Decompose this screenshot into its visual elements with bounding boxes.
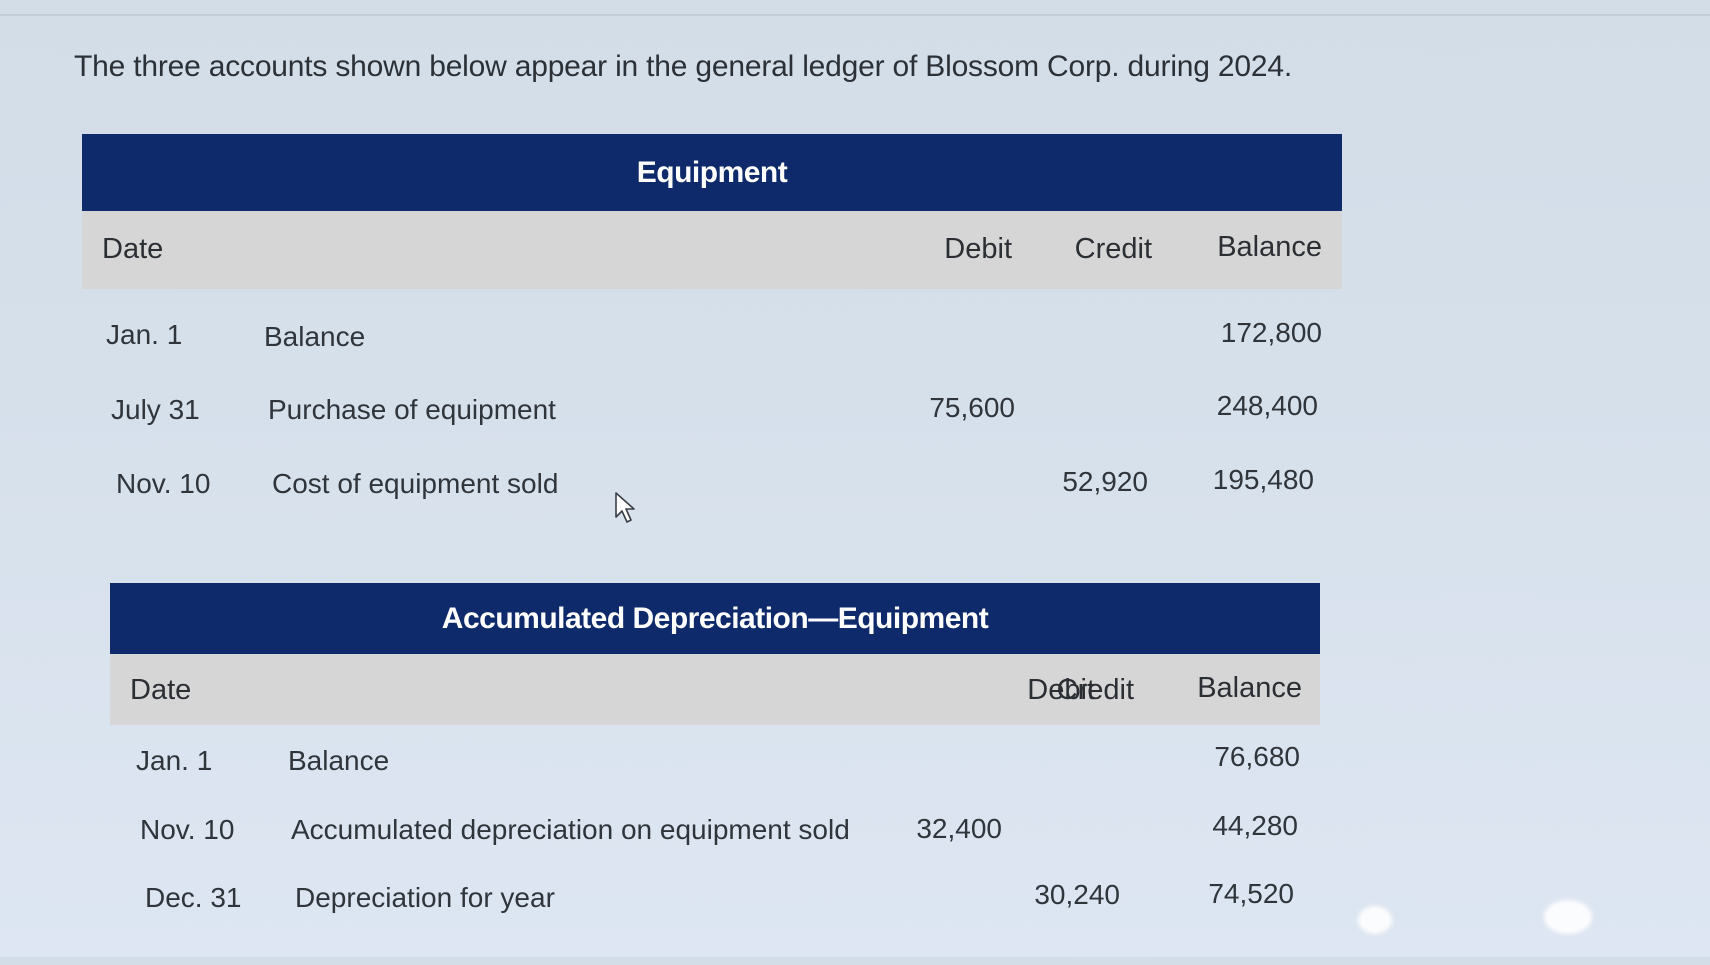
intro-text: The three accounts shown below appear in… <box>74 50 1292 83</box>
row-credit: 30,240 <box>1034 879 1120 910</box>
row-balance: 195,480 <box>1212 464 1314 495</box>
header-debit: Debit <box>944 233 1012 265</box>
header-credit: Credit <box>1056 674 1134 706</box>
ledger-header-row: Date Debit Credit Balance <box>110 654 1320 725</box>
row-balance: 74,520 <box>1208 878 1294 909</box>
header-balance: Balance <box>1217 231 1322 263</box>
ledger-body: Jan. 1 Balance 76,680 Nov. 10 Accumulate… <box>110 725 1320 965</box>
row-balance: 248,400 <box>1216 390 1318 421</box>
screen-glare <box>1544 900 1592 934</box>
header-balance: Balance <box>1197 672 1302 704</box>
ledger-title: Accumulated Depreciation—Equipment <box>110 583 1320 654</box>
row-description: Purchase of equipment <box>268 394 556 425</box>
ledger-title: Equipment <box>82 134 1342 211</box>
screen-glare <box>1358 906 1392 934</box>
row-description: Depreciation for year <box>295 882 555 913</box>
row-date: Dec. 31 <box>145 882 242 913</box>
row-balance: 44,280 <box>1212 810 1298 841</box>
row-date: July 31 <box>111 394 200 425</box>
row-date: Jan. 1 <box>136 745 213 776</box>
row-description: Cost of equipment sold <box>272 468 559 499</box>
row-date: Jan. 1 <box>106 319 183 350</box>
top-divider <box>0 14 1710 16</box>
row-date: Nov. 10 <box>140 814 235 845</box>
mouse-pointer-icon <box>615 492 635 523</box>
row-balance: 76,680 <box>1214 741 1300 772</box>
row-balance: 172,800 <box>1220 317 1322 348</box>
row-debit: 75,600 <box>929 392 1015 423</box>
header-date: Date <box>102 233 164 265</box>
row-debit: 32,400 <box>916 813 1002 844</box>
ledger-header-row: Date Debit Credit Balance <box>82 211 1342 289</box>
row-description: Accumulated depreciation on equipment so… <box>291 814 850 845</box>
ledger-body: Jan. 1 Balance 172,800 July 31 Purchase … <box>82 289 1342 549</box>
equipment-ledger-table: Equipment Date Debit Credit Balance Jan.… <box>82 134 1342 549</box>
header-date: Date <box>130 674 192 706</box>
row-date: Nov. 10 <box>116 468 211 499</box>
row-credit: 52,920 <box>1062 466 1148 497</box>
header-debit: Debit <box>1027 674 1095 706</box>
row-description: Balance <box>264 321 366 352</box>
accumulated-depreciation-ledger-table: Accumulated Depreciation—Equipment Date … <box>110 583 1320 965</box>
header-credit: Credit <box>1074 233 1152 265</box>
row-description: Balance <box>288 745 390 776</box>
